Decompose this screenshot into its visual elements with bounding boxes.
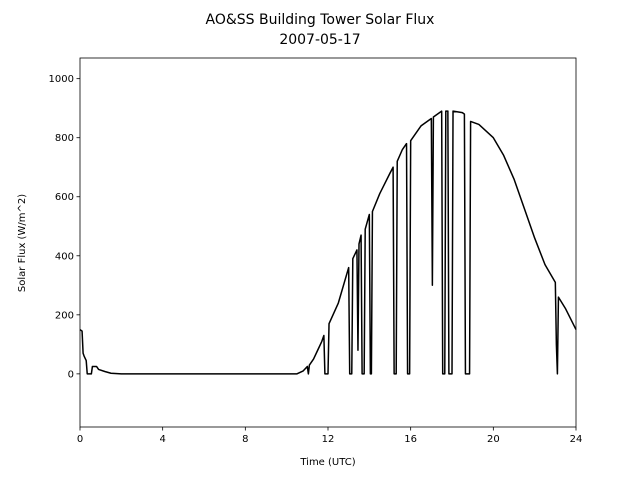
- x-tick-label: 0: [77, 434, 83, 445]
- y-tick-label: 1000: [49, 74, 74, 85]
- x-tick-label: 20: [487, 434, 500, 445]
- x-tick-label: 24: [570, 434, 583, 445]
- y-axis-label: Solar Flux (W/m^2): [17, 194, 28, 292]
- y-tick-label: 400: [55, 251, 74, 262]
- x-axis-label: Time (UTC): [299, 457, 355, 468]
- plot-frame: [79, 57, 577, 428]
- x-tick-label: 16: [404, 434, 417, 445]
- x-tick-label: 12: [322, 434, 335, 445]
- x-tick-label: 4: [159, 434, 165, 445]
- chart-subtitle: 2007-05-17: [279, 32, 360, 48]
- chart-title: AO&SS Building Tower Solar Flux: [206, 12, 435, 28]
- series-line: [79, 110, 577, 375]
- y-tick-label: 0: [68, 369, 74, 380]
- y-tick-label: 200: [55, 310, 74, 321]
- y-tick-label: 600: [55, 192, 74, 203]
- y-tick-label: 800: [55, 133, 74, 144]
- x-tick-label: 8: [242, 434, 248, 445]
